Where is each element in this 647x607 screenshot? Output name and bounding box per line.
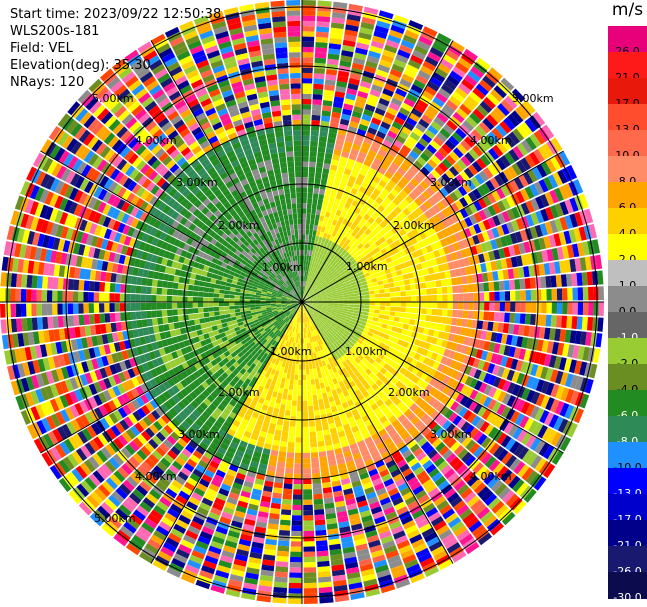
ring-label-1-nw: 1.00km (262, 261, 304, 274)
azimuth-spoke (301, 301, 564, 454)
velocity-colorbar: 26.021.017.013.010.08.06.04.02.01.00.0-1… (608, 26, 647, 604)
field-text: Field: VEL (10, 41, 73, 56)
ring-label-4-sw: 4.00km (135, 470, 177, 483)
colorbar-swatch: -30.0 (608, 572, 647, 604)
instrument-text: WLS200s-181 (10, 24, 100, 39)
colorbar-swatch: -17.0 (608, 494, 647, 526)
ring-label-1-sw: 1.00km (270, 345, 312, 358)
colorbar-swatch: -6.0 (608, 390, 647, 422)
ring-label-3-nw: 3.00km (176, 176, 218, 189)
velocity-rays (0, 0, 604, 604)
colorbar-swatch: 6.0 (608, 182, 647, 214)
azimuth-spoke (150, 301, 303, 564)
colorbar-swatch: 2.0 (608, 234, 647, 266)
colorbar-swatch: -13.0 (608, 468, 647, 500)
start-time-text: Start time: 2023/09/22 12:50:38 (10, 7, 222, 22)
ppi-velocity-plot: 1.00km 1.00km 1.00km 1.00km 2.00km 2.00k… (0, 0, 604, 604)
colorbar-swatch: 4.0 (608, 208, 647, 240)
nrays-text: NRays: 120 (10, 75, 85, 90)
azimuth-spoke (150, 40, 303, 303)
colorbar-swatch: 8.0 (608, 156, 647, 188)
ring-label-2-se: 2.00km (388, 386, 430, 399)
colorbar-swatch: -21.0 (608, 520, 647, 552)
range-ring-labels: 1.00km 1.00km 1.00km 1.00km 2.00km 2.00k… (92, 92, 554, 525)
azimuth-spoke (40, 150, 303, 303)
elevation-text: Elevation(deg): 35.30 (10, 58, 151, 73)
ring-label-4-nw: 4.00km (135, 134, 177, 147)
azimuth-spoke (301, 150, 564, 303)
azimuth-spoke (301, 301, 454, 564)
ring-label-3-se: 3.00km (430, 428, 472, 441)
colorbar-swatch: -4.0 (608, 364, 647, 396)
ring-label-2-nw: 2.00km (218, 219, 260, 232)
ring-label-3-ne: 3.00km (430, 176, 472, 189)
colorbar-swatch: 26.0 (608, 26, 647, 58)
ring-label-5-sw: 5.00km (94, 512, 136, 525)
colorbar-swatch: -26.0 (608, 546, 647, 578)
ring-label-5-ne: 5.00km (512, 92, 554, 105)
colorbar-swatch: 21.0 (608, 52, 647, 84)
ring-label-2-sw: 2.00km (218, 386, 260, 399)
colorbar-swatch: -10.0 (608, 442, 647, 474)
ring-label-1-ne: 1.00km (346, 260, 388, 273)
colorbar-swatch: -2.0 (608, 338, 647, 370)
azimuth-spoke (40, 301, 303, 454)
colorbar-swatch: -8.0 (608, 416, 647, 448)
colorbar-swatch: 17.0 (608, 78, 647, 110)
scan-info-panel: Start time: 2023/09/22 12:50:38 WLS200s-… (10, 6, 221, 91)
colorbar-unit-label: m/s (611, 0, 644, 20)
ring-label-5-nw: 5.00km (92, 92, 134, 105)
azimuth-spoke (301, 40, 454, 303)
ring-label-2-ne: 2.00km (393, 219, 435, 232)
ring-label-3-sw: 3.00km (178, 428, 220, 441)
colorbar-tick-label: -30.0 (613, 591, 642, 604)
azimuth-spokes (0, 0, 604, 604)
ring-label-1-se: 1.00km (345, 345, 387, 358)
colorbar-swatch: 0.0 (608, 286, 647, 318)
colorbar-swatch: 13.0 (608, 104, 647, 136)
colorbar-swatch: 10.0 (608, 130, 647, 162)
ring-label-4-ne: 4.00km (470, 134, 512, 147)
colorbar-swatch: 1.0 (608, 260, 647, 292)
ring-label-4-se: 4.00km (470, 470, 512, 483)
colorbar-swatch: -1.0 (608, 312, 647, 344)
